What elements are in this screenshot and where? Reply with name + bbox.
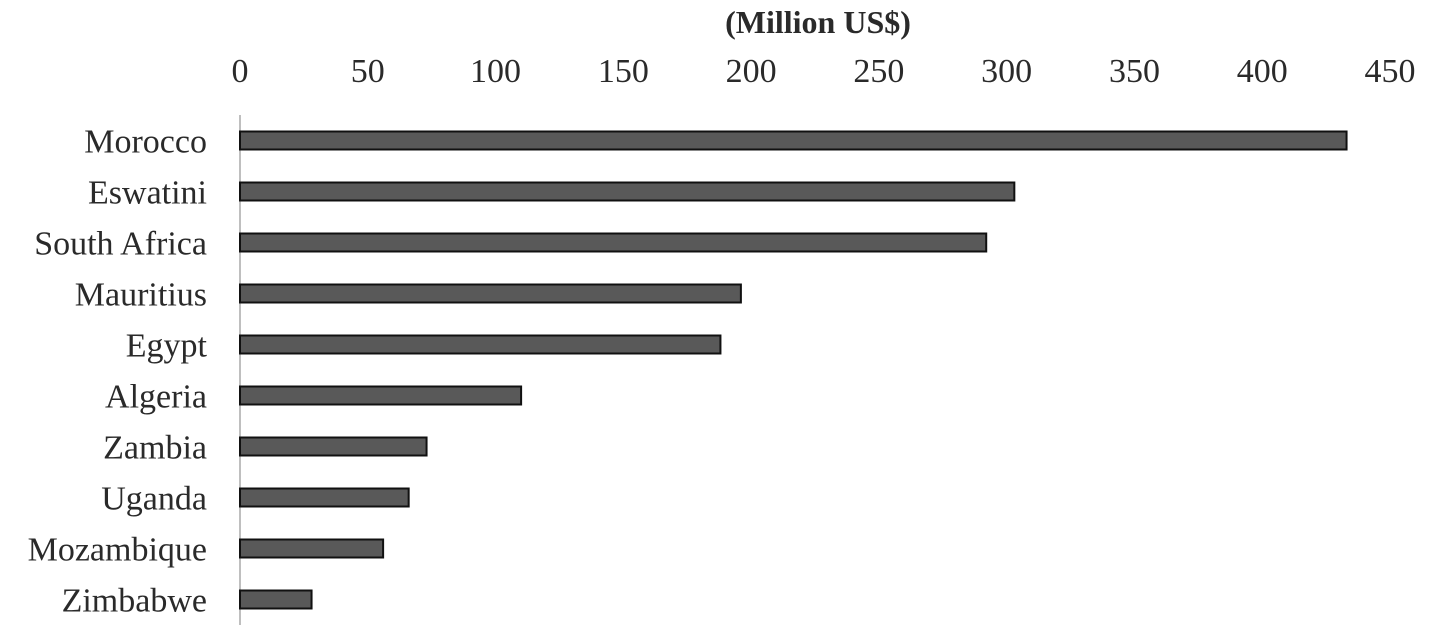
category-label: Eswatini (88, 175, 207, 212)
x-tick-label: 300 (981, 53, 1032, 90)
bar (239, 181, 1016, 202)
x-tick-label: 350 (1109, 53, 1160, 90)
category-label: Zambia (103, 430, 207, 467)
bar (239, 538, 385, 559)
bar (239, 130, 1348, 151)
x-tick-label: 150 (598, 53, 649, 90)
category-label: Mauritius (75, 277, 207, 314)
x-tick-label: 50 (351, 53, 385, 90)
x-tick-label: 0 (232, 53, 249, 90)
bar (239, 385, 523, 406)
bar (239, 334, 722, 355)
category-label: Egypt (126, 328, 208, 365)
bars (239, 130, 1348, 610)
category-label: Mozambique (28, 532, 207, 569)
x-axis-title: (Million US$) (725, 4, 911, 40)
x-tick-label: 450 (1365, 53, 1416, 90)
bar (239, 487, 410, 508)
category-labels: Morocco Eswatini South Africa Mauritius Egyp… (28, 124, 208, 620)
x-tick-label: 200 (726, 53, 777, 90)
bar (239, 589, 313, 610)
category-label: Uganda (101, 481, 207, 518)
x-tick-label: 250 (853, 53, 904, 90)
category-label: Zimbabwe (62, 583, 207, 620)
category-label: Algeria (105, 379, 207, 416)
bar (239, 232, 988, 253)
bar (239, 436, 428, 457)
x-tick-label: 100 (470, 53, 521, 90)
x-tick-label: 400 (1237, 53, 1288, 90)
bar (239, 283, 742, 304)
category-label: Morocco (84, 124, 207, 161)
x-axis-ticks: 0 50 100 150 200 250 300 350 400 450 (232, 53, 1416, 90)
category-label: South Africa (34, 226, 207, 263)
